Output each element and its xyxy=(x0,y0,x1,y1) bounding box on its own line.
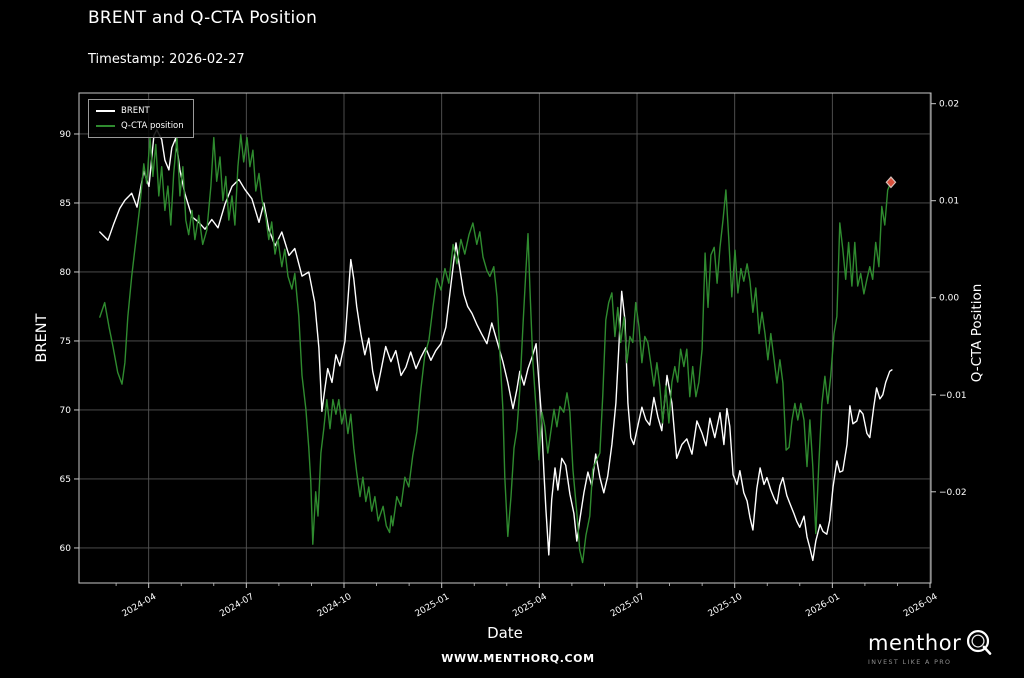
y-tick-label-left: 90 xyxy=(60,130,72,140)
y-tick-label-left: 65 xyxy=(60,475,71,485)
x-axis-label: Date xyxy=(487,624,523,642)
brand-tagline: INVEST LIKE A PRO xyxy=(868,659,952,666)
plot-border xyxy=(78,92,932,584)
legend-label-brent: BRENT xyxy=(121,105,150,116)
y-tick-label-left: 85 xyxy=(60,199,71,209)
y-tick-label-right: 0.01 xyxy=(939,197,959,207)
chart-title: BRENT and Q-CTA Position xyxy=(88,8,318,28)
y-tick-label-right: −0.02 xyxy=(939,488,967,498)
y-tick-label-right: 0.00 xyxy=(939,294,959,304)
x-tick-label: 2025-10 xyxy=(707,592,745,620)
x-tick-label: 2025-07 xyxy=(609,592,647,619)
legend: BRENT Q-CTA position xyxy=(88,99,194,138)
x-tick-label: 2024-10 xyxy=(316,592,354,620)
x-tick-label: 2026-04 xyxy=(902,592,940,620)
brand-logo: menthor INVEST LIKE A PRO xyxy=(868,628,993,666)
legend-swatch-qcta xyxy=(96,124,115,127)
brand-q-icon xyxy=(967,629,992,655)
x-tick-label: 2026-01 xyxy=(804,592,842,619)
y-axis-label-right: Q-CTA Position xyxy=(969,284,985,383)
chart-subtitle: Timestamp: 2026-02-27 xyxy=(88,52,245,67)
legend-item-qcta: Q-CTA position xyxy=(96,120,184,131)
y-tick-label-left: 60 xyxy=(60,544,72,554)
series-brent-line xyxy=(99,129,893,562)
legend-item-brent: BRENT xyxy=(96,105,184,116)
x-tick-label: 2025-01 xyxy=(414,592,452,619)
y-tick-label-left: 70 xyxy=(60,406,72,416)
legend-label-qcta: Q-CTA position xyxy=(121,120,184,131)
latest-point-marker xyxy=(885,176,897,189)
x-tick-label: 2025-04 xyxy=(511,592,549,620)
legend-swatch-brent xyxy=(96,109,115,112)
y-tick-label-right: −0.01 xyxy=(939,391,967,401)
x-tick-label: 2024-07 xyxy=(218,592,256,619)
x-tick-label: 2024-04 xyxy=(121,592,159,620)
y-axis-label-left: BRENT xyxy=(34,313,50,362)
brand-name: menthor xyxy=(868,631,962,655)
y-tick-label-right: 0.02 xyxy=(939,100,959,110)
series-qcta-line xyxy=(99,134,892,564)
y-tick-label-left: 80 xyxy=(60,268,72,278)
website-footer: WWW.MENTHORQ.COM xyxy=(441,652,595,665)
y-tick-label-left: 75 xyxy=(60,337,71,347)
